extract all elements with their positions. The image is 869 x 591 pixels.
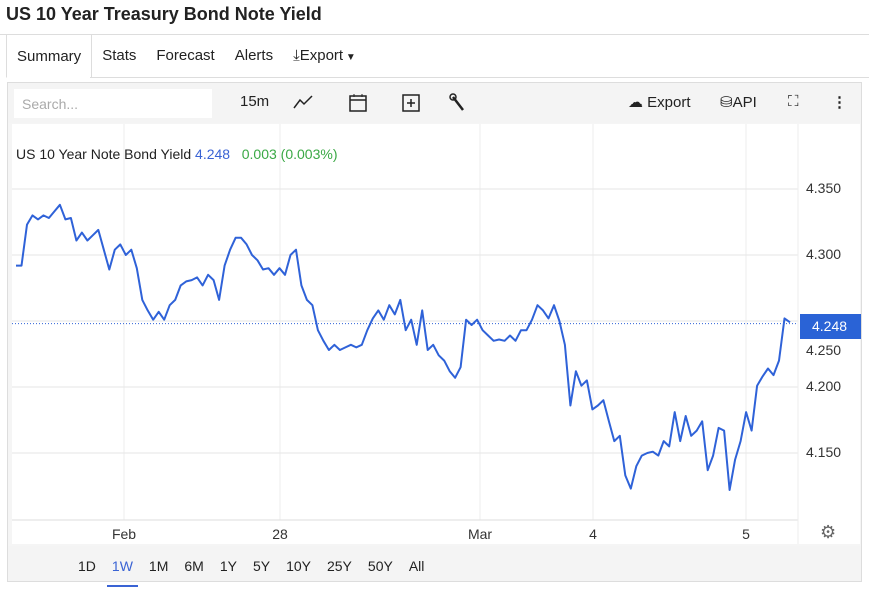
range-1m[interactable]: 1M [148,558,169,574]
tab-export-label: Export [299,47,344,64]
export-button[interactable]: ☁ Export [628,93,691,111]
api-button[interactable]: ⛁API [720,93,757,111]
legend-change: 0.003 (0.003%) [241,146,338,162]
calendar-icon[interactable] [348,93,368,117]
tab-bar: Summary Stats Forecast Alerts ⤓Export ▼ [6,34,366,78]
chart-legend: US 10 Year Note Bond Yield 4.248 0.003 (… [16,146,337,162]
tab-stats[interactable]: Stats [102,47,137,64]
range-all[interactable]: All [408,558,425,574]
y-tick-label: 4.350 [806,180,842,196]
series-line [16,203,791,491]
x-tick-label: 28 [272,526,288,542]
x-tick-label: Feb [111,526,137,542]
last-price-badge: 4.248 [800,314,861,339]
range-1d[interactable]: 1D [78,558,96,574]
export-label: Export [647,94,691,111]
tab-export[interactable]: ⤓Export ▼ [283,34,366,78]
settings-gear-icon[interactable]: ⚙ [820,522,837,542]
chart-plot-area [12,124,860,544]
chart-toolbar: 15m ☁ Export ⛁API ⛶ ⋮ [8,83,861,123]
tab-alerts[interactable]: Alerts [234,47,274,64]
range-25y[interactable]: 25Y [326,558,352,574]
database-icon: ⛁ [720,94,733,111]
legend-value: 4.248 [195,146,231,162]
interval-button[interactable]: 15m [240,93,270,110]
legend-name: US 10 Year Note Bond Yield [16,146,192,162]
page-title: US 10 Year Treasury Bond Note Yield [6,4,322,24]
divider [90,77,869,78]
range-6m[interactable]: 6M [184,558,204,574]
y-tick-label: 4.150 [806,444,842,460]
x-tick-label: 4 [589,526,597,542]
api-label: API [732,94,757,111]
range-50y[interactable]: 50Y [367,558,393,574]
y-tick-label: 4.200 [806,378,842,394]
cloud-download-icon: ☁ [628,94,643,111]
range-1w[interactable]: 1W [104,546,141,587]
wrench-icon[interactable] [448,93,468,117]
range-10y[interactable]: 10Y [286,558,311,574]
y-tick-label: 4.250 [806,342,842,358]
add-indicator-icon[interactable] [401,93,421,117]
tab-summary[interactable]: Summary [6,34,93,78]
more-menu-icon[interactable]: ⋮ [832,94,847,111]
x-tick-label: 5 [742,526,750,542]
range-1y[interactable]: 1Y [219,558,237,574]
x-tick-label: Mar [467,526,493,542]
divider [0,34,869,35]
y-tick-label: 4.300 [806,246,842,262]
range-selector: 1D 1W 1M 6M 1Y 5Y 10Y 25Y 50Y All [8,546,861,587]
tab-forecast[interactable]: Forecast [156,47,215,64]
line-chart-icon[interactable] [292,93,314,115]
range-5y[interactable]: 5Y [252,558,271,574]
caret-down-icon: ▼ [343,52,356,63]
download-icon: ⤓ [293,47,300,64]
search-input[interactable] [14,89,212,118]
fullscreen-icon[interactable]: ⛶ [788,93,799,110]
